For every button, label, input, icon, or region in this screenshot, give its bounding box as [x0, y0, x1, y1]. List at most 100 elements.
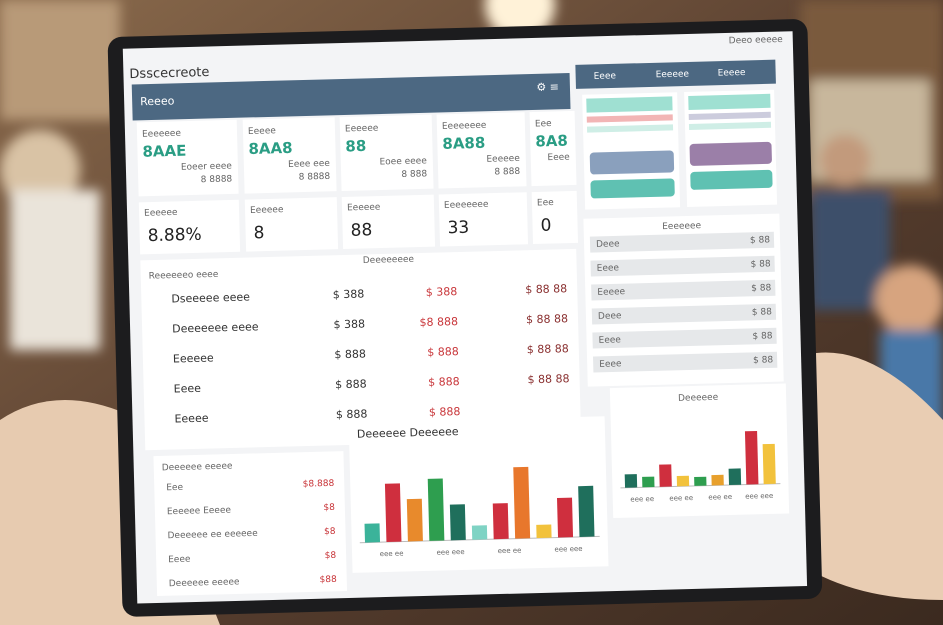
list-row	[592, 327, 777, 349]
list-label: Deee	[596, 239, 620, 250]
table-cell: $ 388	[333, 317, 365, 331]
table-cell: Dseeeee eeee	[171, 290, 250, 305]
list-value: $8	[325, 551, 337, 561]
list-value: $ 88	[752, 307, 773, 318]
table-cell: $ 888	[427, 345, 459, 359]
kpi-value: 88	[350, 220, 372, 241]
nav-title: Reeeo	[140, 94, 175, 108]
list-label: Eeeeee Eeeee	[167, 506, 232, 518]
list-card	[153, 451, 348, 597]
kpi-sub: Eeee eee	[288, 159, 330, 170]
table-header: Deeeeeeee	[363, 255, 415, 266]
bar	[449, 504, 466, 541]
kpi-card	[341, 194, 436, 250]
table-cell: $ 88 88	[526, 312, 568, 326]
kpi-value: 88	[345, 137, 366, 156]
table-card	[140, 248, 582, 451]
list-label: Eeeee	[597, 287, 626, 298]
x-label: eee ee	[380, 550, 404, 559]
list-label: Deee	[598, 311, 622, 322]
bar	[642, 476, 655, 488]
bar	[427, 478, 445, 541]
list-row	[593, 351, 778, 373]
table-cell: $ 888	[428, 375, 460, 389]
kpi-card	[339, 114, 434, 192]
tablet: Dsscecreote Deeo eeeee Reeeo ⚙ ≡ Eeeeeee…	[107, 19, 823, 617]
bar	[694, 476, 707, 486]
list-row	[591, 279, 776, 301]
list-value: $ 88	[750, 235, 771, 246]
bar	[624, 474, 638, 488]
x-label: eee ee	[498, 546, 522, 555]
kpi-label: Eee	[535, 119, 552, 129]
kpi-value: 8.88%	[147, 225, 202, 246]
x-label: eee eee	[554, 545, 582, 554]
table-cell: $ 888	[334, 347, 366, 361]
bar	[711, 474, 724, 486]
kpi-label: Eeeeee	[250, 205, 284, 216]
x-label: eee ee	[630, 495, 654, 504]
kpi-value: 33	[447, 218, 469, 239]
list-value: $88	[319, 575, 337, 585]
kpi-card	[138, 199, 241, 255]
list-label: Deeeeee ee eeeeee	[167, 529, 258, 541]
table-cell: $ 88 88	[525, 282, 567, 296]
table-cell: $ 388	[333, 287, 365, 301]
nav-tab: Eeeeee	[656, 69, 690, 80]
table-cell: $ 88 88	[527, 342, 569, 356]
list-value: $8	[324, 527, 336, 537]
kpi-sub: Eeeeee	[486, 154, 520, 165]
kpi-value: 8A8	[535, 132, 568, 151]
bar	[557, 497, 574, 538]
kpi-sub: 8 8888	[201, 174, 233, 185]
kpi-label: Eeeeee	[345, 124, 379, 135]
bar	[536, 524, 552, 539]
bar	[762, 443, 776, 485]
list-row	[591, 303, 777, 325]
nav-tab: Eeeee	[718, 68, 747, 79]
list-label: Eee	[166, 483, 183, 493]
table-cell: $ 888	[429, 405, 461, 419]
right-panel	[582, 89, 778, 210]
list-label: Eeee	[598, 335, 621, 346]
bar	[384, 483, 402, 543]
bar	[728, 468, 742, 486]
table-cell: $ 88 88	[527, 372, 569, 386]
table-cell: $ 888	[336, 407, 368, 421]
list-value: $ 88	[750, 259, 771, 270]
bar	[659, 464, 672, 487]
bar	[471, 525, 488, 540]
list-title: Deeeeee eeeee	[162, 461, 233, 473]
list-label: Deeeeee eeeee	[169, 577, 240, 589]
chart-title: Deeeeee	[678, 393, 719, 404]
list-row	[590, 255, 775, 277]
kpi-label: Eeeeeeee	[442, 121, 487, 132]
kpi-label: Eeeeee	[144, 208, 178, 219]
table-cell: $ 388	[426, 285, 458, 299]
kpi-card	[531, 190, 579, 245]
list-value: $8	[323, 503, 335, 513]
kpi-value: 8AA8	[248, 139, 293, 158]
table-title: Reeeeeeo eeee	[149, 270, 219, 282]
nav-bar	[131, 73, 571, 121]
list-value: $8.888	[303, 479, 335, 490]
kpi-label: Eee	[537, 198, 554, 208]
bar	[676, 475, 690, 487]
kpi-sub: Eeee	[547, 153, 570, 164]
list-label: Eeee	[168, 555, 191, 566]
table-cell: Eeeeee	[173, 351, 214, 365]
bar	[513, 466, 531, 539]
kpi-label: Eeeeeee	[142, 129, 182, 140]
table-cell: Eeeee	[174, 412, 209, 426]
list-value: $ 88	[751, 283, 772, 294]
table-cell: Eeee	[174, 382, 202, 396]
kpi-sub: Eoee eeee	[379, 156, 427, 167]
chart-title: Deeeeee Deeeeee	[357, 425, 459, 441]
kpi-label: Eeeeee	[347, 203, 381, 214]
kpi-value: 8	[253, 223, 264, 243]
nav-tab: Eeee	[594, 71, 617, 82]
kpi-value: 8AAE	[142, 142, 186, 161]
kpi-sub: 8 888	[401, 169, 427, 180]
list-label: Eeee	[599, 359, 622, 370]
